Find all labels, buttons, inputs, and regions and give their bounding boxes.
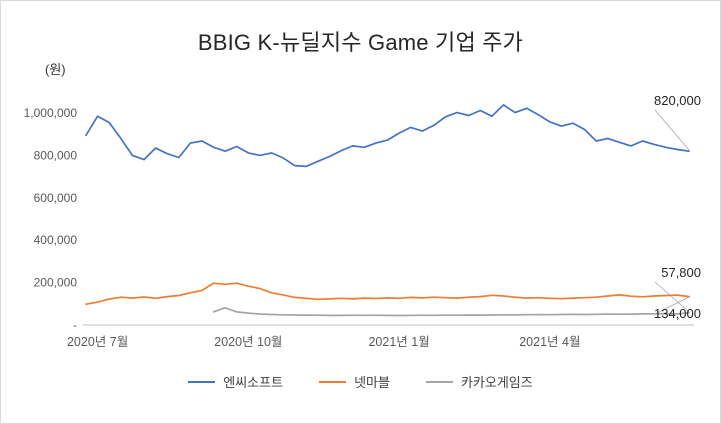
legend-line-swatch-orange xyxy=(319,380,347,383)
y-tick-label: - xyxy=(73,318,77,332)
annotation-leader-line xyxy=(654,296,691,315)
annotation-leader-line xyxy=(654,281,691,314)
legend-item-netmarble: 넷마블 xyxy=(319,372,390,391)
chart-legend: 엔씨소프트 넷마블 카카오게임즈 xyxy=(1,372,720,391)
x-tick-label: 2020년 7월 xyxy=(67,335,128,349)
legend-line-swatch-blue xyxy=(188,380,216,383)
series-line-0 xyxy=(85,104,690,168)
series-line-2 xyxy=(212,306,690,317)
y-tick-label: 400,000 xyxy=(34,233,78,247)
legend-line-swatch-gray xyxy=(425,380,453,383)
legend-label: 엔씨소프트 xyxy=(223,375,284,390)
legend-item-ncsoft: 엔씨소프트 xyxy=(188,372,283,391)
y-axis-unit-label: (원) xyxy=(45,62,66,77)
legend-label: 카카오게임즈 xyxy=(460,375,533,390)
data-label: 134,000 xyxy=(654,306,701,321)
series-line-1 xyxy=(85,282,690,306)
legend-label: 넷마블 xyxy=(354,375,390,390)
data-label: 820,000 xyxy=(654,93,701,108)
annotation-leader-line xyxy=(654,109,691,152)
legend-item-kakaogames: 카카오게임즈 xyxy=(425,372,533,391)
y-tick-label: 800,000 xyxy=(34,148,78,162)
y-tick-label: 600,000 xyxy=(34,191,78,205)
y-tick-label: 200,000 xyxy=(34,276,78,290)
data-label: 57,800 xyxy=(661,265,701,280)
chart-title: BBIG K-뉴딜지수 Game 기업 주가 xyxy=(197,30,524,55)
y-tick-label: 1,000,000 xyxy=(24,106,78,120)
x-tick-label: 2021년 1월 xyxy=(368,335,429,349)
x-tick-label: 2020년 10월 xyxy=(214,335,282,349)
x-tick-label: 2021년 4월 xyxy=(519,335,580,349)
